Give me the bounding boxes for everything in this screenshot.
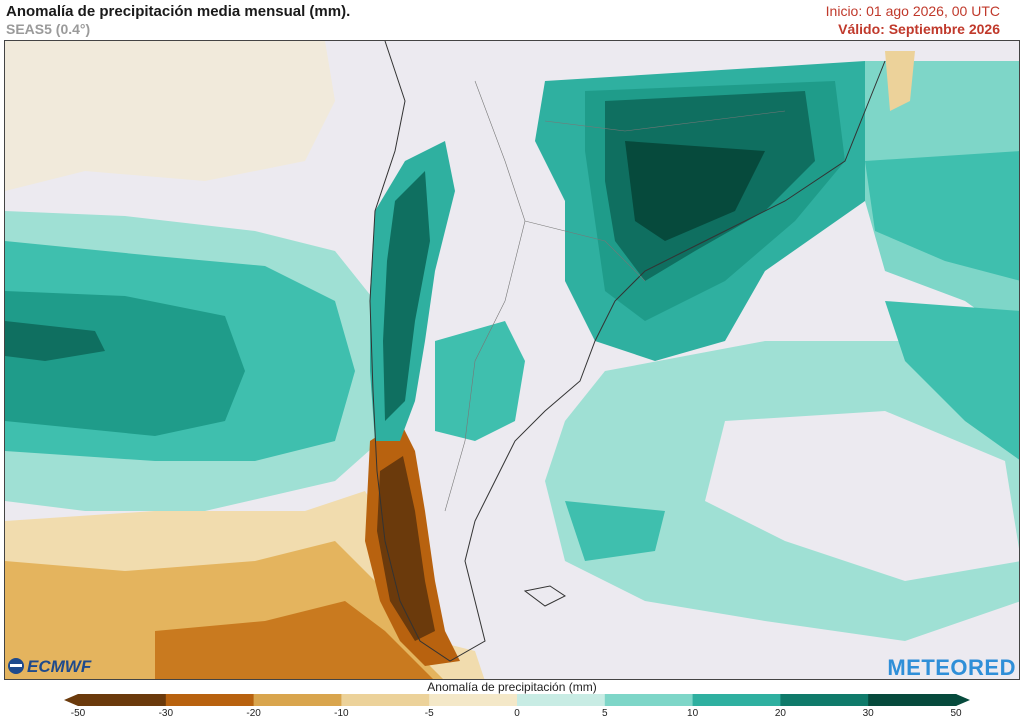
init-date: Inicio: 01 ago 2026, 00 UTC — [825, 3, 1000, 19]
colorbar-arrow-low — [64, 694, 78, 706]
valid-date: Válido: Septiembre 2026 — [838, 21, 1000, 37]
colorbar-tick-label: 50 — [950, 708, 962, 719]
colorbar-tick-label: -5 — [424, 708, 434, 719]
colorbar-segment — [780, 694, 869, 706]
colorbar-tick-label: -30 — [158, 708, 174, 719]
colorbar-segment — [868, 694, 957, 706]
colorbar-tick-label: 10 — [687, 708, 699, 719]
colorbar — [64, 694, 970, 706]
colorbar-segment — [341, 694, 430, 706]
colorbar-segment — [253, 694, 342, 706]
colorbar-segment — [604, 694, 694, 706]
colorbar-segment — [78, 694, 167, 706]
colorbar-tick-label: 30 — [862, 708, 874, 719]
colorbar-title: Anomalía de precipitación (mm) — [427, 680, 597, 694]
colorbar-tick-label: 0 — [514, 708, 520, 719]
colorbar-segment — [429, 694, 518, 706]
map-title: Anomalía de precipitación media mensual … — [6, 3, 351, 20]
colorbar-tick-label: -20 — [246, 708, 261, 719]
globe-icon — [8, 658, 24, 674]
meteored-logo: METEORED — [887, 655, 1016, 680]
colorbar-segment — [692, 694, 781, 706]
colorbar-tick-label: -50 — [70, 708, 86, 719]
ecmwf-logo: ECMWF — [8, 657, 91, 677]
colorbar-arrow-high — [956, 694, 970, 706]
colorbar-ticks: -50 -30 -20 -10 -5 0 5 10 20 30 50 — [0, 708, 1024, 720]
colorbar-tick-label: 5 — [602, 708, 608, 719]
colorbar-segment — [517, 694, 606, 706]
colorbar-tick-label: 20 — [774, 708, 786, 719]
colorbar-tick-label: -10 — [334, 708, 349, 719]
map-canvas — [5, 41, 1019, 679]
colorbar-segment — [165, 694, 255, 706]
precipitation-anomaly-map — [4, 40, 1020, 680]
model-label: SEAS5 (0.4°) — [6, 21, 91, 37]
